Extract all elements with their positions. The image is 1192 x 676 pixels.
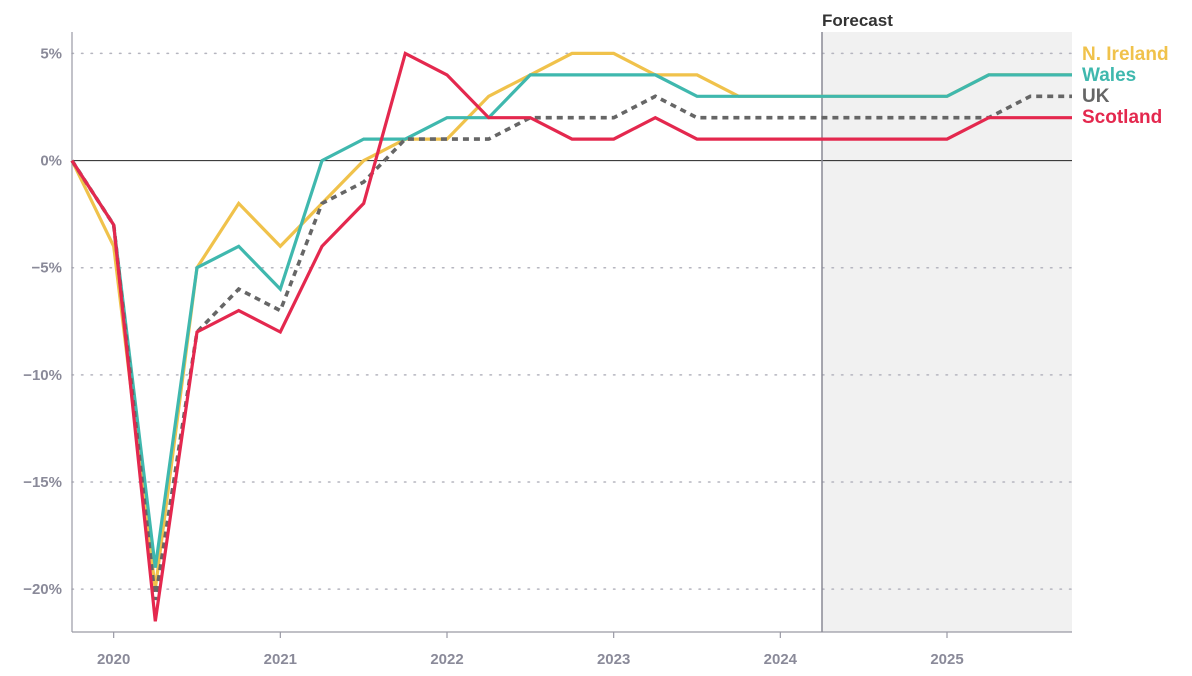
x-axis-tick-labels: 2020 2021 2022 2023 2024 2025 xyxy=(97,651,964,668)
x-tick-label: 2021 xyxy=(264,651,297,668)
legend-label: UK xyxy=(1082,86,1110,107)
series-line-uk xyxy=(70,94,1072,601)
y-tick-label: 5% xyxy=(40,45,62,62)
y-tick-label: −5% xyxy=(32,260,62,277)
x-tick-label: 2022 xyxy=(430,651,463,668)
y-tick-label: −20% xyxy=(23,581,62,598)
y-tick-label: 0% xyxy=(40,153,62,170)
x-tick-label: 2025 xyxy=(930,651,963,668)
forecast-label: Forecast xyxy=(822,11,893,30)
legend-label: Scotland xyxy=(1082,107,1162,128)
forecast-shaded-region xyxy=(822,32,1072,632)
axes xyxy=(71,32,1072,638)
x-tick-label: 2023 xyxy=(597,651,630,668)
series-line-scotland xyxy=(70,51,1072,622)
series-line-wales xyxy=(70,73,1072,568)
x-tick-label: 2020 xyxy=(97,651,130,668)
y-axis-tick-labels: 5% 0% −5% −10% −15% −20% xyxy=(23,45,62,598)
y-tick-label: −10% xyxy=(23,367,62,384)
y-tick-label: −15% xyxy=(23,474,62,491)
x-tick-label: 2024 xyxy=(764,651,798,668)
series-lines xyxy=(70,51,1072,622)
legend-label: Wales xyxy=(1082,65,1136,86)
legend-label: N. Ireland xyxy=(1082,44,1169,65)
